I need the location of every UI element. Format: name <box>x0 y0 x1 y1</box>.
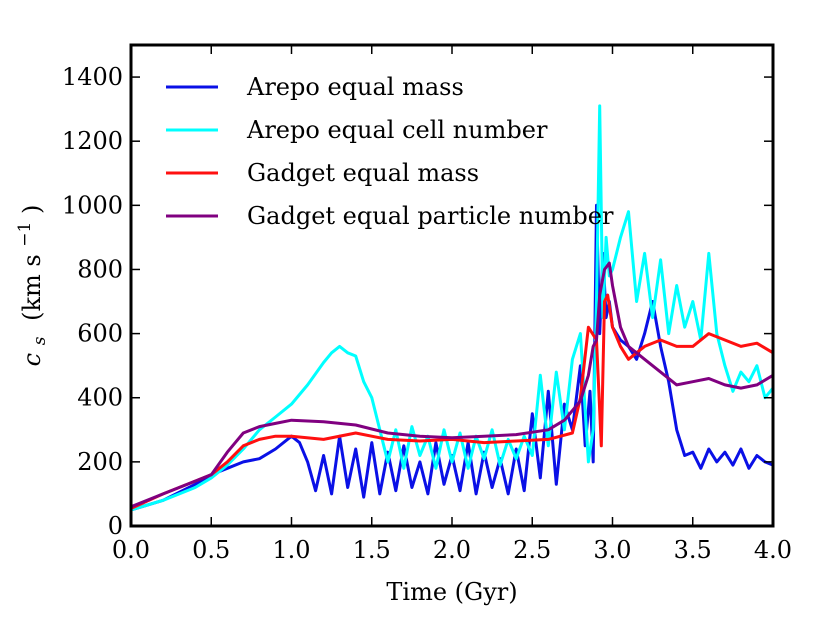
x-tick-label: 0.5 <box>192 536 230 564</box>
y-axis-symbol: c <box>18 353 46 366</box>
series-layer <box>131 104 773 512</box>
y-axis-subscript: s <box>30 336 50 345</box>
x-tick-label: 1.5 <box>353 536 391 564</box>
x-tick-label: 4.0 <box>754 536 792 564</box>
y-axis-exponent: −1 <box>15 222 35 247</box>
y-tick-label: 1000 <box>62 191 123 219</box>
x-tick-label: 3.5 <box>674 536 712 564</box>
x-tick-label: 0.0 <box>112 536 150 564</box>
y-axis-units-open: (km s <box>18 254 46 321</box>
series-line-arepo-equal-mass <box>131 203 773 512</box>
ticks-layer: 0.0 0.5 1.0 1.5 2.0 2.5 3.0 3.5 4.0 0 200 400 600 800… <box>62 45 792 564</box>
legend-label: Gadget equal mass <box>247 159 479 187</box>
y-tick-label: 800 <box>77 255 123 283</box>
x-tick-label: 2.0 <box>433 536 471 564</box>
legend-label: Arepo equal cell number <box>246 116 548 144</box>
y-axis-units-close: ) <box>18 205 46 214</box>
y-tick-label: 400 <box>77 384 123 412</box>
y-tick-label: 0 <box>108 512 123 540</box>
series-line-gadget-equal-mass <box>131 293 773 510</box>
x-tick-label: 2.5 <box>513 536 551 564</box>
y-tick-label: 1400 <box>62 63 123 91</box>
x-axis-label: Time (Gyr) <box>386 578 517 606</box>
x-tick-label: 1.0 <box>272 536 310 564</box>
series-line-gadget-equal-particle-number <box>131 261 773 509</box>
legend: Arepo equal mass Arepo equal cell number G… <box>166 73 614 230</box>
y-axis-label: c s (km s −1 ) <box>8 205 51 367</box>
y-tick-label: 200 <box>77 448 123 476</box>
legend-label: Gadget equal particle number <box>247 202 614 230</box>
y-tick-label: 1200 <box>62 127 123 155</box>
series-line-arepo-equal-cell-number <box>131 104 773 512</box>
x-tick-label: 3.0 <box>593 536 631 564</box>
y-tick-label: 600 <box>77 320 123 348</box>
legend-label: Arepo equal mass <box>246 73 464 101</box>
